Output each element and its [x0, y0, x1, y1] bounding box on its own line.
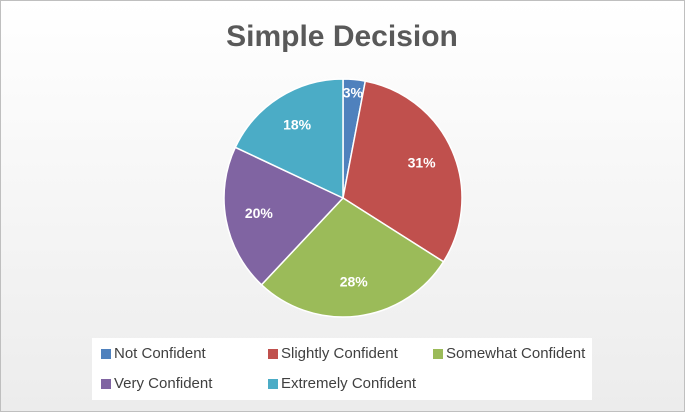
data-label: 3%: [343, 84, 364, 100]
data-label: 31%: [408, 155, 437, 171]
legend-swatch: [101, 349, 111, 359]
legend-label: Very Confident: [114, 375, 213, 392]
legend-swatch: [268, 349, 278, 359]
pie-slice: [234, 78, 344, 200]
legend-label: Somewhat Confident: [446, 345, 586, 362]
legend-swatch: [101, 379, 111, 389]
legend-swatch: [433, 349, 443, 359]
data-label: 28%: [340, 274, 369, 290]
pie-slice: [223, 146, 345, 286]
chart-title: Simple Decision: [226, 20, 458, 53]
data-label: 20%: [245, 205, 274, 221]
legend-label: Slightly Confident: [281, 345, 399, 362]
legend-label: Extremely Confident: [281, 375, 417, 392]
legend-background: [92, 338, 592, 400]
legend-label: Not Confident: [114, 345, 207, 362]
data-label: 18%: [283, 116, 312, 132]
pie-slice: [260, 197, 445, 318]
legend-swatch: [268, 379, 278, 389]
